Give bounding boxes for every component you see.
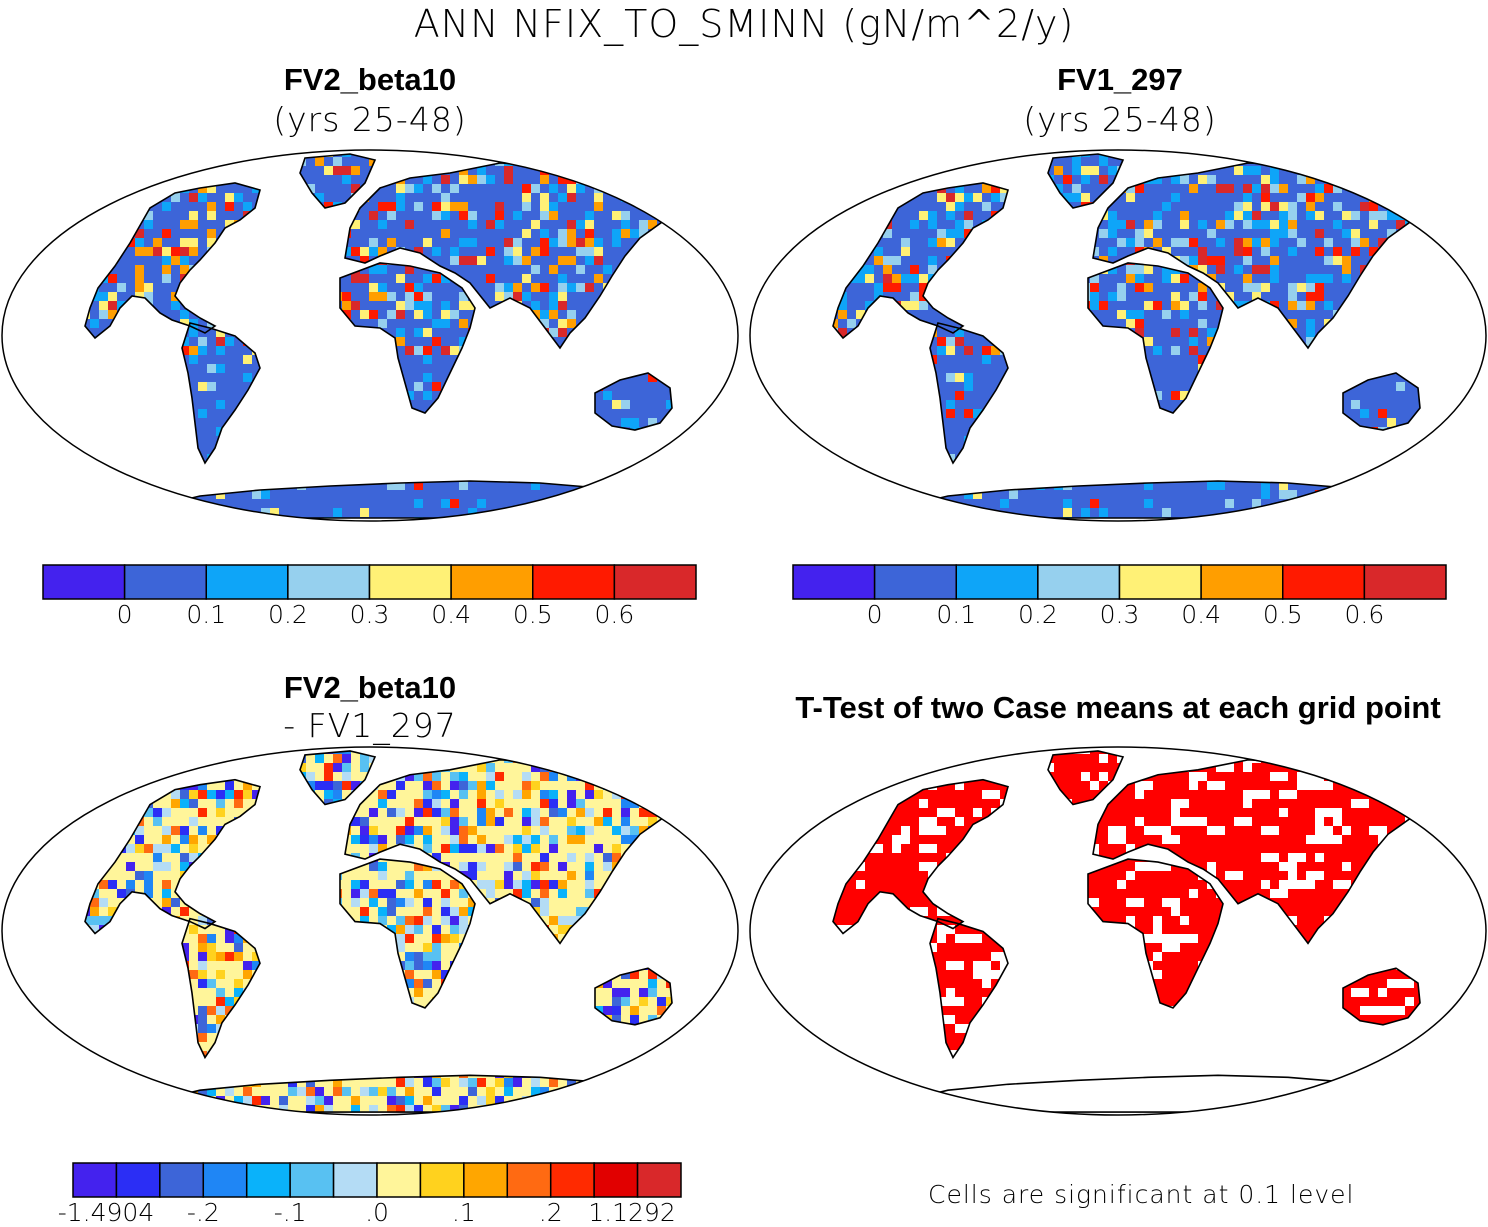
colorbar-swatch [1118, 564, 1202, 600]
coastline-namerica [833, 183, 1008, 338]
colorbar-swatch [873, 564, 957, 600]
colorbar-difference-labels: -1.4904 -.2 -.1 .0 .1 .2 1.1292 [58, 1198, 682, 1227]
colorbar-swatch [792, 564, 876, 600]
colorbar-tick-label: 0.4 [431, 600, 472, 629]
colorbar-tick-label: 0.2 [267, 600, 308, 629]
colorbar-tick-label: 0.3 [349, 600, 390, 629]
colorbar-tick-label: 0.5 [1262, 600, 1303, 629]
colorbar-swatch [205, 564, 289, 600]
map-panel-1 [1, 149, 739, 522]
colorbar-swatch [613, 564, 697, 600]
map-border [1, 746, 739, 1116]
colorbar-swatch [532, 564, 616, 600]
colorbar-swatch [123, 564, 207, 600]
coastline-samerica [182, 919, 260, 1058]
colorbar-tick-label: 0.2 [1017, 600, 1058, 629]
panel-4-title: T-Test of two Case means at each grid po… [795, 690, 1441, 725]
colorbar-swatch [1037, 564, 1121, 600]
colorbar-swatch [1363, 564, 1447, 600]
colorbar-tick-label: 0.1 [936, 600, 977, 629]
colorbar-tick-label: .2 [538, 1198, 563, 1227]
map-border [749, 746, 1487, 1116]
colorbar-swatch [289, 1162, 335, 1198]
colorbar-swatch [1282, 564, 1366, 600]
coastline-greenland [1048, 154, 1123, 208]
colorbar-tick-label: 0.5 [512, 600, 553, 629]
colorbar-tick-label: .1 [451, 1198, 476, 1227]
colorbar-panel-1 [42, 564, 697, 600]
colorbar-swatch [450, 564, 534, 600]
colorbar-swatch [115, 1162, 161, 1198]
colorbar-tick-label: 0.4 [1181, 600, 1222, 629]
panel-3-title: FV2_beta10 [283, 670, 457, 705]
coastline-australia [595, 373, 672, 430]
colorbar-tick-label: 0.1 [186, 600, 227, 629]
map-panel-4 [749, 746, 1487, 1116]
coastline-australia [1343, 373, 1420, 430]
coastline-greenland [300, 154, 375, 208]
colorbar-swatch [463, 1162, 509, 1198]
colorbar-swatch [636, 1162, 682, 1198]
coastline-samerica [930, 323, 1008, 463]
coastline-africa [340, 263, 475, 413]
colorbar-tick-label: 0.3 [1099, 600, 1140, 629]
panel-2-subtitle: (yrs 25-48) [1023, 100, 1217, 139]
coastline-greenland [1048, 751, 1123, 805]
colorbar-tick-label: -.1 [273, 1198, 307, 1227]
coastline-samerica [930, 919, 1008, 1058]
colorbar-swatch [549, 1162, 595, 1198]
significance-note: Cells are significant at 0.1 level [928, 1180, 1355, 1209]
colorbar-swatch [72, 1162, 118, 1198]
colorbar-swatch [42, 564, 126, 600]
panel-2-title: FV1_297 [1057, 62, 1183, 97]
coastline-australia [1343, 968, 1420, 1025]
coastline-australia [595, 968, 672, 1025]
coastline-namerica [85, 183, 260, 338]
map-panel-2 [749, 149, 1487, 522]
colorbar-panel-1-labels: 0 0.1 0.2 0.3 0.4 0.5 0.6 [42, 600, 697, 634]
colorbar-swatch [419, 1162, 465, 1198]
colorbar-tick-label: 0 [866, 600, 883, 629]
coastline-namerica [833, 780, 1008, 934]
coastline-eurasia [345, 163, 700, 348]
panel-1-title: FV2_beta10 [283, 62, 457, 97]
colorbar-panel-2-labels: 0 0.1 0.2 0.3 0.4 0.5 0.6 [792, 600, 1447, 634]
coastline-africa [1088, 263, 1223, 413]
coastline-eurasia [1093, 163, 1448, 348]
colorbar-swatch [332, 1162, 378, 1198]
coastline-africa [1088, 859, 1223, 1008]
panel-1-subtitle: (yrs 25-48) [273, 100, 467, 139]
map-panel-3 [1, 746, 739, 1116]
colorbar-swatch [1200, 564, 1284, 600]
colorbar-tick-label: 0 [116, 600, 133, 629]
colorbar-swatch [287, 564, 371, 600]
colorbar-tick-label: 1.1292 [588, 1198, 676, 1227]
colorbar-swatch [376, 1162, 422, 1198]
colorbar-tick-label: .0 [365, 1198, 389, 1227]
coastline-samerica [182, 323, 260, 463]
colorbar-swatch [506, 1162, 552, 1198]
coastline-eurasia [1093, 760, 1448, 944]
panel-3-subtitle: - FV1_297 [283, 706, 457, 745]
map-border [749, 149, 1487, 522]
coastline-eurasia [345, 760, 700, 944]
colorbar-swatch [955, 564, 1039, 600]
colorbar-tick-label: -.2 [186, 1198, 220, 1227]
colorbar-tick-label: -1.4904 [57, 1198, 155, 1227]
colorbar-swatch [245, 1162, 291, 1198]
colorbar-difference [72, 1162, 682, 1198]
colorbar-swatch [368, 564, 452, 600]
colorbar-tick-label: 0.6 [1344, 600, 1385, 629]
coastlines [833, 154, 1448, 518]
colorbar-tick-label: 0.6 [594, 600, 635, 629]
colorbar-panel-2 [792, 564, 1447, 600]
colorbar-swatch [593, 1162, 639, 1198]
coastline-namerica [85, 780, 260, 934]
colorbar-swatch [159, 1162, 205, 1198]
coastline-greenland [300, 751, 375, 805]
colorbar-swatch [202, 1162, 248, 1198]
coastline-africa [340, 859, 475, 1008]
figure-title: ANN NFIX_TO_SMINN (gN/m^2/y) [413, 2, 1075, 46]
map-border [1, 149, 739, 522]
